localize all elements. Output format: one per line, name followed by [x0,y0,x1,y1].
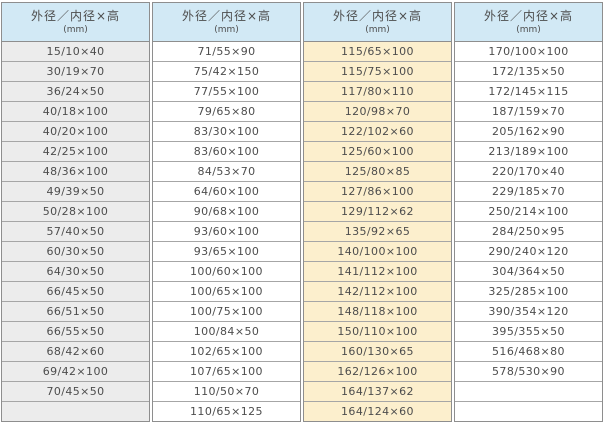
table-cell: 150/110×100 [304,322,451,342]
table-cell: 187/159×70 [455,102,602,122]
table-cell: 142/112×100 [304,282,451,302]
table-cell: 42/25×100 [2,142,149,162]
table-cell: 170/100×100 [455,42,602,62]
table-cell: 57/40×50 [2,222,149,242]
table-cell: 164/124×60 [341,405,414,418]
table-cell: 160/130×65 [304,342,451,362]
table-cell: 40/20×100 [2,122,149,142]
table-cell: 15/10×40 [2,42,149,62]
table-cell: 229/185×70 [455,182,602,202]
table-cell: 129/112×62 [304,202,451,222]
table-cell: 66/45×50 [2,282,149,302]
table-cell: 164/137×62 [304,382,451,402]
table-cell: 84/53×70 [153,162,300,182]
column-header-title: 外径／内径×高 [181,8,272,23]
table-cell: 284/250×95 [455,222,602,242]
column-header-unit: (mm) [516,24,541,35]
table-cell: 125/60×100 [304,142,451,162]
column-rows: 170/100×100 172/135×50 172/145×115 187/159×… [455,42,602,421]
table-cell: 30/19×70 [2,62,149,82]
table-cell: 79/65×80 [153,102,300,122]
table-cell: 64/30×50 [2,262,149,282]
table-cell: 135/92×65 [304,222,451,242]
column-header-title: 外径／内径×高 [332,8,423,23]
table-cell: 141/112×100 [304,262,451,282]
table-cell: 49/39×50 [2,182,149,202]
table-cell: 50/28×100 [2,202,149,222]
table-cell: 90/68×100 [153,202,300,222]
table-cell: 122/102×60 [304,122,451,142]
table-cell: 100/75×100 [153,302,300,322]
column-header-title: 外径／内径×高 [30,8,121,23]
table-cell: 66/51×50 [2,302,149,322]
table-cell: 69/42×100 [2,362,149,382]
column-header: 外径／内径×高 (mm) [455,3,602,42]
column-header-title: 外径／内径×高 [483,8,574,23]
column-header-unit: (mm) [63,24,88,35]
table-cell: 36/24×50 [2,82,149,102]
table-cell: 127/86×100 [304,182,451,202]
table-cell: 110/65×125 [190,405,263,418]
table-cell: 68/42×60 [2,342,149,362]
table-cell: 290/240×120 [455,242,602,262]
table-cell: 40/18×100 [2,102,149,122]
table-cell: 66/55×50 [2,322,149,342]
table-cell: 213/189×100 [455,142,602,162]
table-cell: 75/42×150 [153,62,300,82]
table-cell: 205/162×90 [455,122,602,142]
table-cell: 325/285×100 [455,282,602,302]
column-header-unit: (mm) [214,24,239,35]
dimension-table-2: 外径／内径×高 (mm) 71/55×90 75/42×150 77/55×100 79/… [152,2,301,422]
table-cell: 71/55×90 [153,42,300,62]
column-header: 外径／内径×高 (mm) [2,3,149,42]
table-cell: 117/80×110 [304,82,451,102]
table-cell: 140/100×100 [304,242,451,262]
table-cell: 70/45×50 [2,382,149,402]
table-cell: 578/530×90 [455,362,602,382]
column-header-unit: (mm) [365,24,390,35]
table-cell: 107/65×100 [153,362,300,382]
table-cell: 77/55×100 [153,82,300,102]
table-cell: 100/84×50 [153,322,300,342]
table-cell: 220/170×40 [455,162,602,182]
column-header: 外径／内径×高 (mm) [304,3,451,42]
table-cell: 60/30×50 [2,242,149,262]
table-cell [455,402,602,421]
table-cell: 304/364×50 [455,262,602,282]
table-cell: 83/30×100 [153,122,300,142]
table-cell: 172/135×50 [455,62,602,82]
table-cell: 48/36×100 [2,162,149,182]
column-header: 外径／内径×高 (mm) [153,3,300,42]
table-cell: 110/50×70 [153,382,300,402]
table-cell: 115/75×100 [304,62,451,82]
column-rows: 115/65×100 115/75×100 117/80×110 120/98×70 1… [304,42,451,421]
table-cell: 395/355×50 [455,322,602,342]
table-cell: 390/354×120 [455,302,602,322]
table-cell: 83/60×100 [153,142,300,162]
table-cell: 100/65×100 [153,282,300,302]
table-cell [2,402,149,421]
table-cell: 120/98×70 [304,102,451,122]
table-cell: 516/468×80 [455,342,602,362]
table-cell: 102/65×100 [153,342,300,362]
table-cell: 115/65×100 [304,42,451,62]
table-cell: 93/65×100 [153,242,300,262]
table-cell: 148/118×100 [304,302,451,322]
table-cell: 162/126×100 [304,362,451,382]
dimension-table-1: 外径／内径×高 (mm) 15/10×40 30/19×70 36/24×50 40/18… [1,2,150,422]
dimension-table-4: 外径／内径×高 (mm) 170/100×100 172/135×50 172/145×… [454,2,603,422]
table-cell: 64/60×100 [153,182,300,202]
table-cell: 93/60×100 [153,222,300,242]
table-cell: 172/145×115 [455,82,602,102]
table-cell: 250/214×100 [455,202,602,222]
column-rows: 15/10×40 30/19×70 36/24×50 40/18×100 40/20×1… [2,42,149,421]
table-cell: 125/80×85 [304,162,451,182]
table-cell: 100/60×100 [153,262,300,282]
table-cell [455,382,602,402]
dimension-table-3: 外径／内径×高 (mm) 115/65×100 115/75×100 117/80×11… [303,2,452,422]
column-rows: 71/55×90 75/42×150 77/55×100 79/65×80 83/30×… [153,42,300,421]
